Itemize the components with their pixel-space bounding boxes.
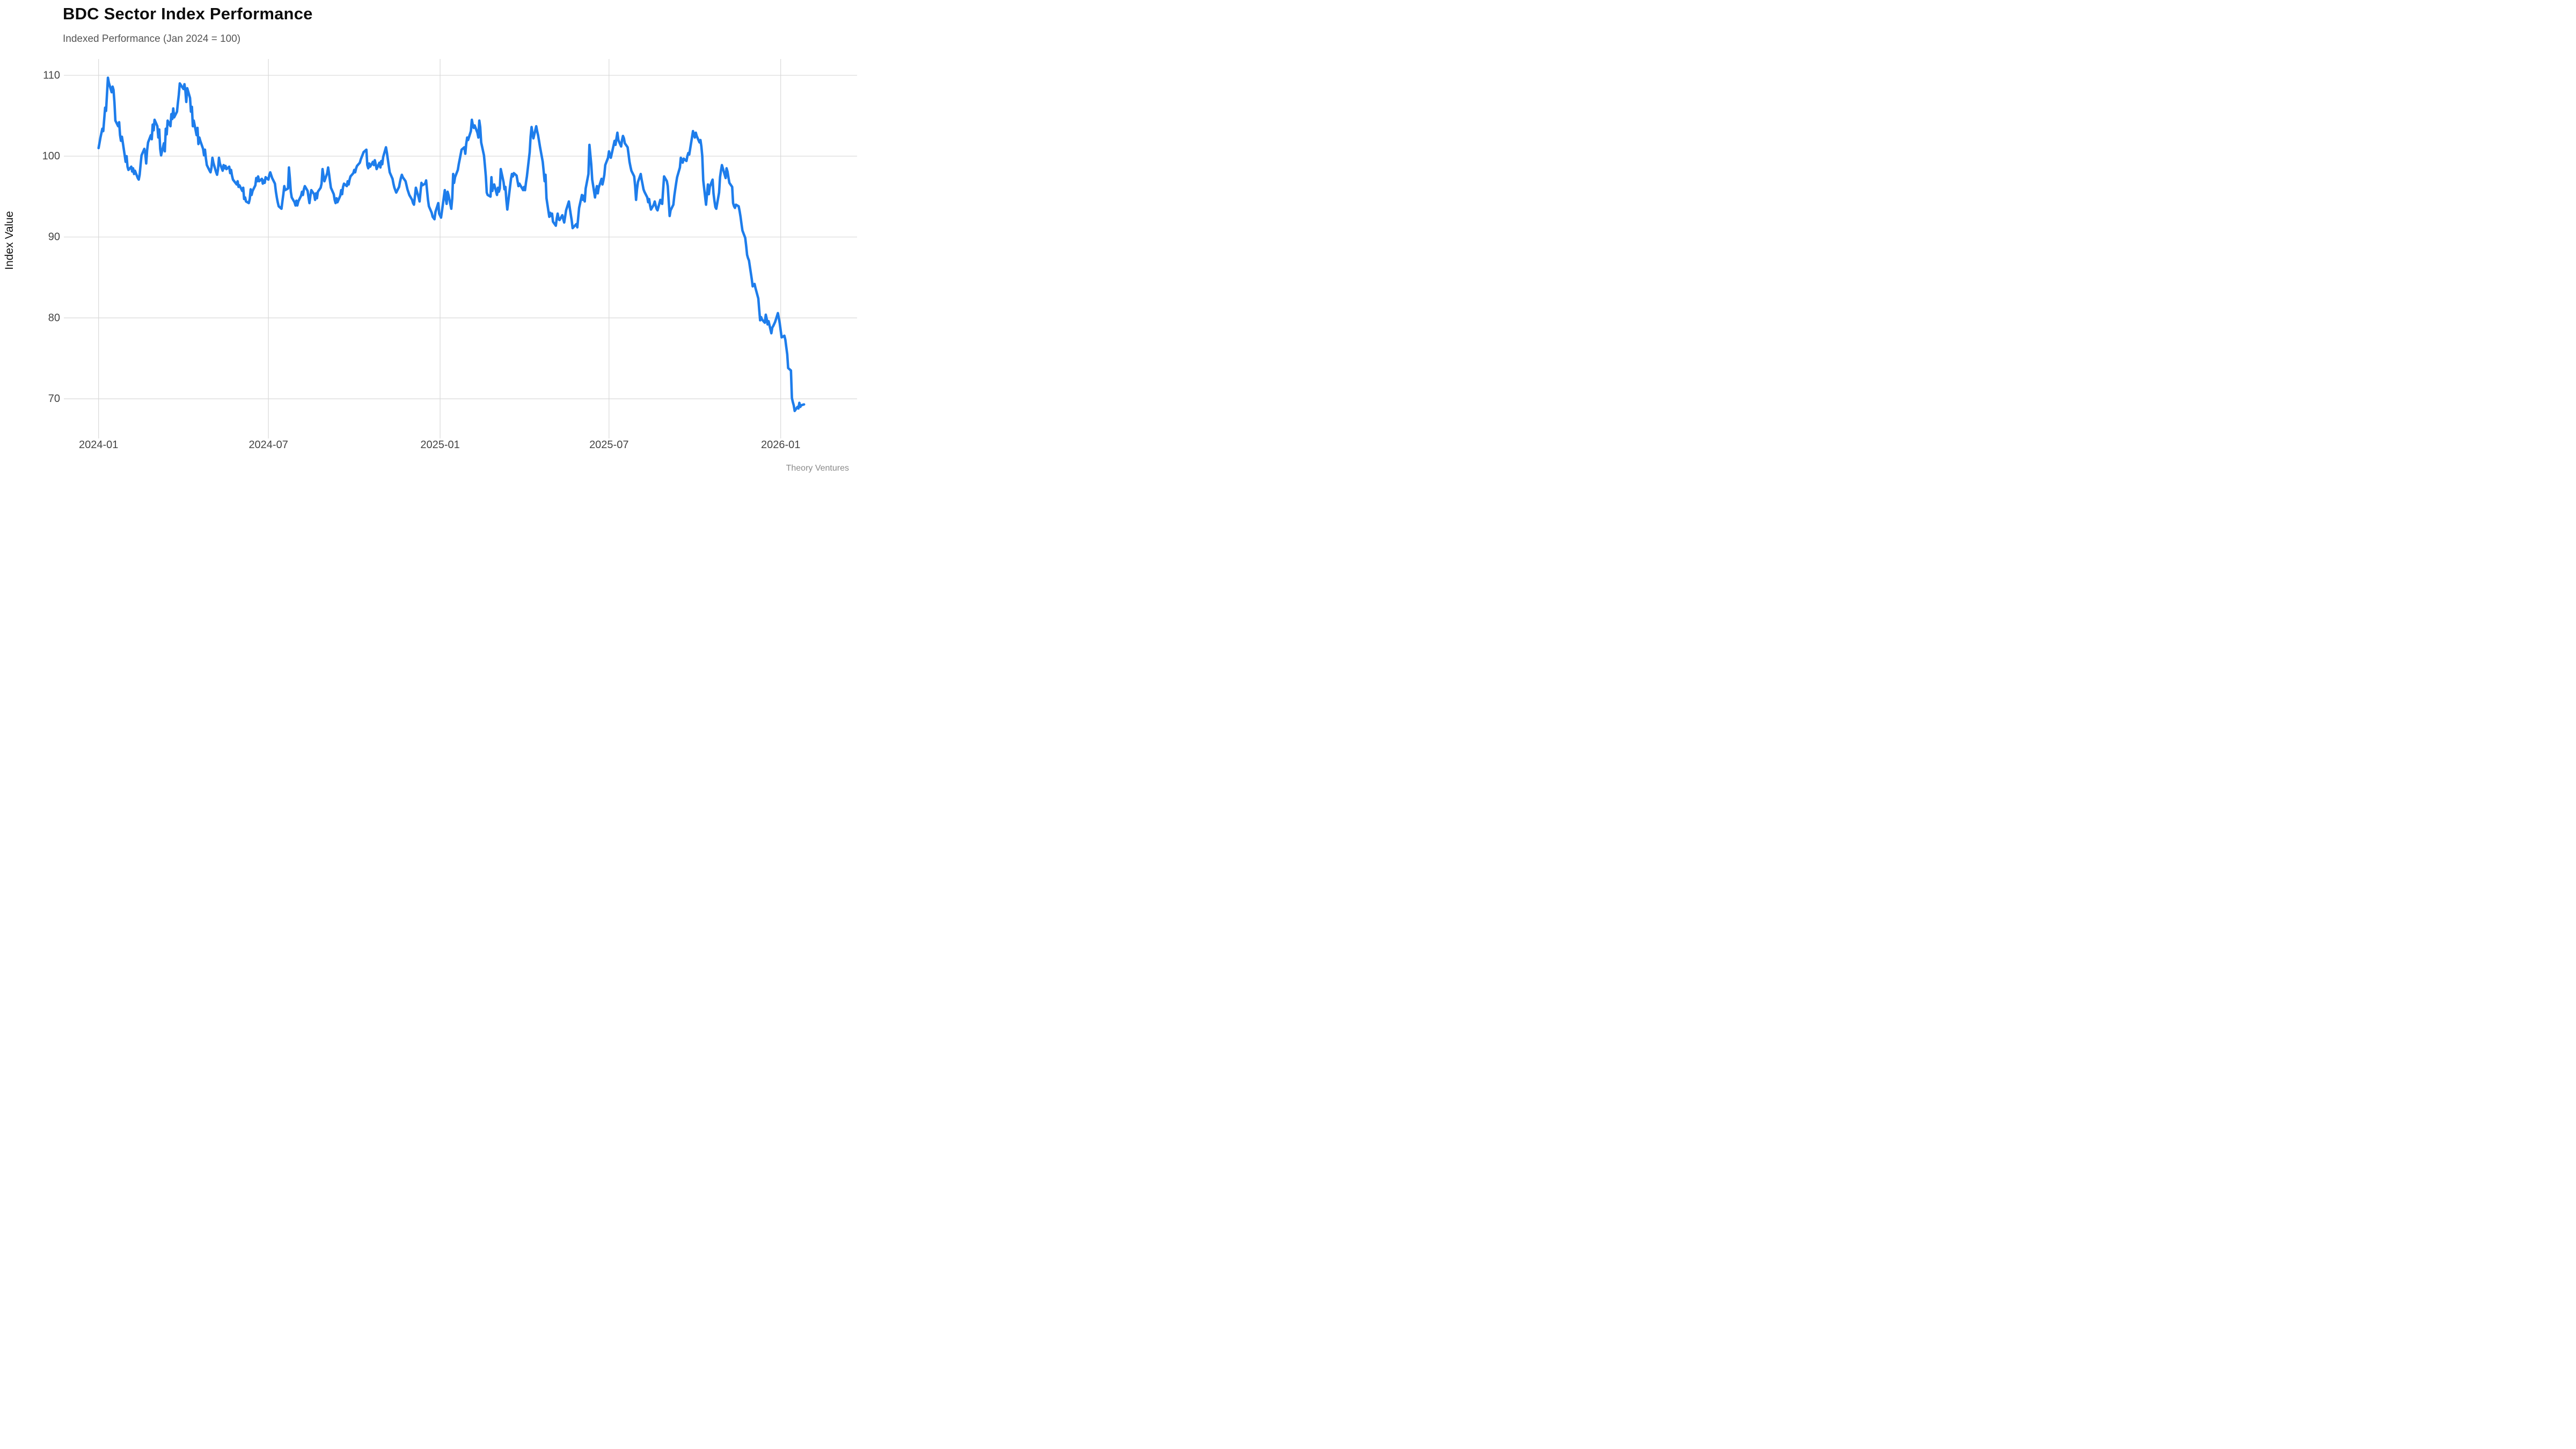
index-line-series	[97, 76, 806, 412]
x-tick-label: 2026-01	[761, 439, 800, 451]
x-tick-label: 2024-01	[79, 439, 118, 451]
chart-subtitle: Indexed Performance (Jan 2024 = 100)	[63, 33, 241, 45]
x-tick-label: 2025-01	[420, 439, 459, 451]
y-axis-title: Index Value	[3, 211, 16, 270]
y-tick-label: 80	[48, 312, 60, 324]
y-tick-label: 110	[43, 69, 60, 81]
chart-title: BDC Sector Index Performance	[63, 4, 313, 23]
performance-line-chart: 70 80 90 100 110 2024-01 2024-07 2025-01 2025-07…	[42, 59, 857, 451]
x-tick-label: 2024-07	[248, 439, 288, 451]
watermark-text: Theory Ventures	[786, 464, 849, 473]
x-tick-label: 2025-07	[589, 439, 628, 451]
y-tick-label: 100	[42, 150, 60, 162]
y-tick-label: 90	[48, 231, 60, 243]
y-tick-label: 70	[48, 393, 60, 405]
